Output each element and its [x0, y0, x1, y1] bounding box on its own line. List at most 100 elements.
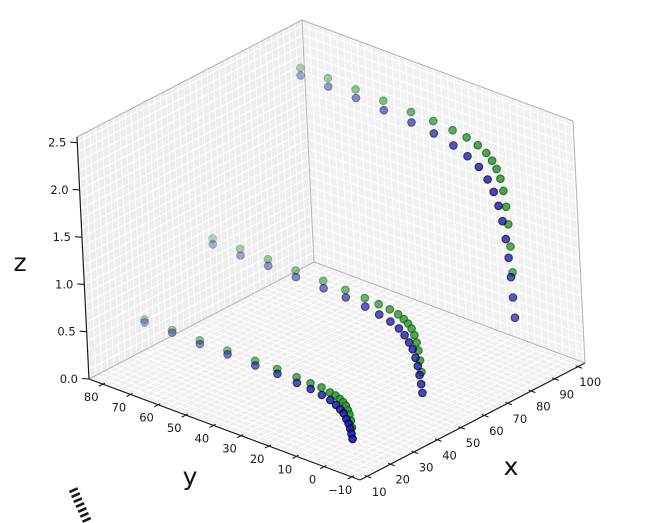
data-point-blue [429, 129, 439, 138]
data-point-blue [292, 378, 302, 388]
data-point-blue [167, 328, 177, 338]
data-point-blue [411, 353, 420, 363]
data-point-green [506, 242, 515, 251]
tick-marks [70, 141, 583, 480]
z-tick-label: 0.0 [60, 372, 78, 386]
z-tick-label: 2.5 [48, 136, 66, 150]
data-point-blue [291, 272, 301, 282]
grid-left-wall [77, 20, 315, 380]
data-point-blue [317, 390, 327, 400]
data-point-blue [341, 293, 351, 302]
x-tick [458, 426, 466, 430]
data-point-blue [263, 261, 273, 271]
x-tick [364, 474, 372, 479]
z-tick [79, 330, 87, 333]
data-point-green [317, 383, 326, 392]
y-tick [153, 403, 161, 408]
y-tick [319, 464, 327, 470]
z-tick [70, 141, 78, 144]
z-tick-label: 2.0 [50, 183, 68, 197]
scatter-points [140, 63, 520, 444]
y-tick [236, 434, 244, 439]
data-point-blue [319, 283, 328, 293]
blue-series [140, 71, 520, 444]
y-tick-label: 40 [195, 431, 210, 445]
data-point-blue [195, 339, 205, 349]
y-tick [126, 392, 133, 398]
data-point-blue [223, 349, 232, 359]
z-tick-label: 0.5 [57, 325, 75, 339]
data-point-green [323, 73, 333, 83]
axis-artifact-dashes [68, 487, 93, 523]
data-point-blue [489, 187, 499, 197]
y-tick [181, 413, 189, 418]
data-point-green [318, 276, 328, 286]
tick-labels: 10 20 30 40 50 60 70 80 90 100 −10 0 10 20 30 40 50 60 70 8… [48, 136, 601, 499]
data-point-green [385, 304, 395, 314]
z-tick [72, 188, 80, 191]
data-point-green [501, 202, 511, 212]
x-tick [505, 401, 513, 406]
data-point-blue [400, 330, 409, 340]
data-point-green [208, 234, 217, 243]
y-tick [264, 444, 272, 449]
data-point-blue [374, 310, 384, 319]
x-tick-label: 80 [536, 400, 551, 414]
x-tick [551, 377, 559, 381]
data-point-blue [394, 324, 404, 333]
grid-floor [88, 261, 584, 480]
data-point-blue [506, 272, 516, 282]
y-tick-label: 70 [112, 400, 127, 414]
data-point-blue [351, 93, 361, 103]
data-point-green [360, 293, 370, 303]
data-point-green [406, 107, 416, 117]
x-tick [387, 462, 395, 467]
y-tick-label: 50 [167, 421, 182, 435]
data-point-blue [296, 71, 305, 80]
data-point-blue [413, 361, 423, 371]
z-tick [81, 377, 90, 380]
data-point-green [410, 330, 419, 340]
data-point-green [448, 125, 457, 135]
data-point-blue [386, 317, 395, 326]
data-point-green [167, 325, 177, 335]
data-point-blue [360, 302, 370, 311]
y-tick-label: 30 [222, 442, 237, 456]
data-point-blue [510, 313, 520, 323]
x-tick [481, 414, 489, 418]
y-tick-label: 80 [84, 390, 99, 404]
y-tick-label: −10 [328, 483, 352, 497]
data-point-blue [416, 379, 426, 389]
y-tick-label: 60 [139, 411, 154, 425]
z-axis-label: z [13, 248, 26, 277]
y-tick-label: 20 [250, 452, 265, 466]
x-tick-label: 70 [513, 412, 528, 426]
data-point-green [393, 309, 403, 319]
axis-labels: x y z [13, 248, 518, 491]
data-point-green [341, 285, 350, 295]
data-point-blue [483, 175, 492, 184]
data-point-blue [474, 162, 484, 172]
x-tick-label: 90 [559, 387, 574, 401]
y-tick [292, 454, 299, 459]
grid-lines [77, 19, 586, 480]
y-tick-label: 0 [309, 473, 316, 487]
data-point-blue [140, 318, 149, 327]
data-point-blue [418, 388, 427, 398]
data-point-blue [408, 344, 418, 354]
data-point-green [487, 156, 497, 166]
data-point-green [295, 63, 305, 73]
data-point-blue [494, 201, 503, 211]
data-point-blue [508, 293, 518, 302]
data-point-blue [504, 253, 513, 263]
data-point-green [492, 164, 501, 174]
z-tick [77, 283, 85, 286]
data-point-green [496, 174, 505, 184]
data-point-blue [273, 369, 282, 379]
data-point-blue [251, 361, 260, 370]
data-point-green [412, 338, 422, 347]
z-tick-label: 1.0 [55, 277, 73, 291]
data-point-green [499, 186, 508, 196]
